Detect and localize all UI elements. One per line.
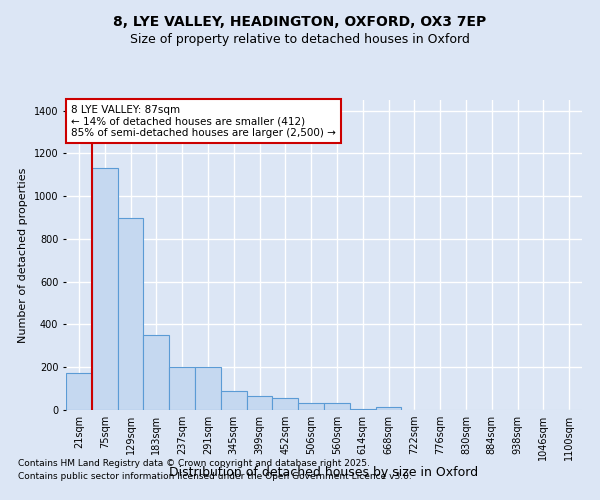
Bar: [298, 402, 324, 410]
X-axis label: Distribution of detached houses by size in Oxford: Distribution of detached houses by size …: [169, 466, 479, 478]
Bar: [143, 335, 169, 410]
Text: Contains public sector information licensed under the Open Government Licence v3: Contains public sector information licen…: [18, 472, 412, 481]
Bar: [221, 391, 247, 410]
Y-axis label: Number of detached properties: Number of detached properties: [18, 168, 28, 342]
Bar: [118, 218, 143, 410]
Bar: [195, 367, 221, 410]
Bar: [66, 372, 92, 410]
Bar: [272, 398, 298, 410]
Bar: [376, 407, 401, 410]
Bar: [247, 396, 272, 410]
Text: Contains HM Land Registry data © Crown copyright and database right 2025.: Contains HM Land Registry data © Crown c…: [18, 458, 370, 468]
Text: Size of property relative to detached houses in Oxford: Size of property relative to detached ho…: [130, 32, 470, 46]
Bar: [169, 367, 195, 410]
Bar: [350, 409, 376, 410]
Bar: [324, 402, 350, 410]
Text: 8 LYE VALLEY: 87sqm
← 14% of detached houses are smaller (412)
85% of semi-detac: 8 LYE VALLEY: 87sqm ← 14% of detached ho…: [71, 104, 336, 138]
Text: 8, LYE VALLEY, HEADINGTON, OXFORD, OX3 7EP: 8, LYE VALLEY, HEADINGTON, OXFORD, OX3 7…: [113, 15, 487, 29]
Bar: [92, 168, 118, 410]
